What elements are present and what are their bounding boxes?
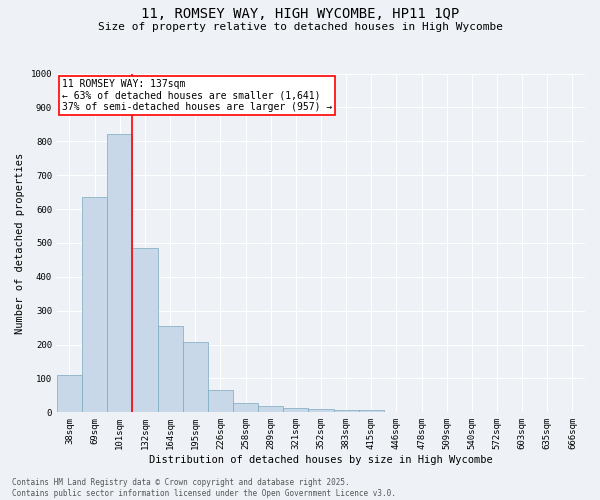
Bar: [308, 410, 334, 412]
Bar: [283, 408, 308, 412]
Bar: [82, 197, 107, 412]
Bar: [182, 342, 208, 412]
Bar: [233, 403, 258, 412]
Bar: [133, 248, 158, 412]
X-axis label: Distribution of detached houses by size in High Wycombe: Distribution of detached houses by size …: [149, 455, 493, 465]
Bar: [359, 410, 384, 412]
Text: Contains HM Land Registry data © Crown copyright and database right 2025.
Contai: Contains HM Land Registry data © Crown c…: [12, 478, 396, 498]
Text: 11, ROMSEY WAY, HIGH WYCOMBE, HP11 1QP: 11, ROMSEY WAY, HIGH WYCOMBE, HP11 1QP: [141, 8, 459, 22]
Bar: [57, 375, 82, 412]
Bar: [334, 410, 359, 412]
Y-axis label: Number of detached properties: Number of detached properties: [15, 152, 25, 334]
Bar: [158, 326, 182, 412]
Bar: [258, 406, 283, 412]
Bar: [107, 134, 133, 412]
Bar: [208, 390, 233, 412]
Text: Size of property relative to detached houses in High Wycombe: Size of property relative to detached ho…: [97, 22, 503, 32]
Text: 11 ROMSEY WAY: 137sqm
← 63% of detached houses are smaller (1,641)
37% of semi-d: 11 ROMSEY WAY: 137sqm ← 63% of detached …: [62, 78, 332, 112]
